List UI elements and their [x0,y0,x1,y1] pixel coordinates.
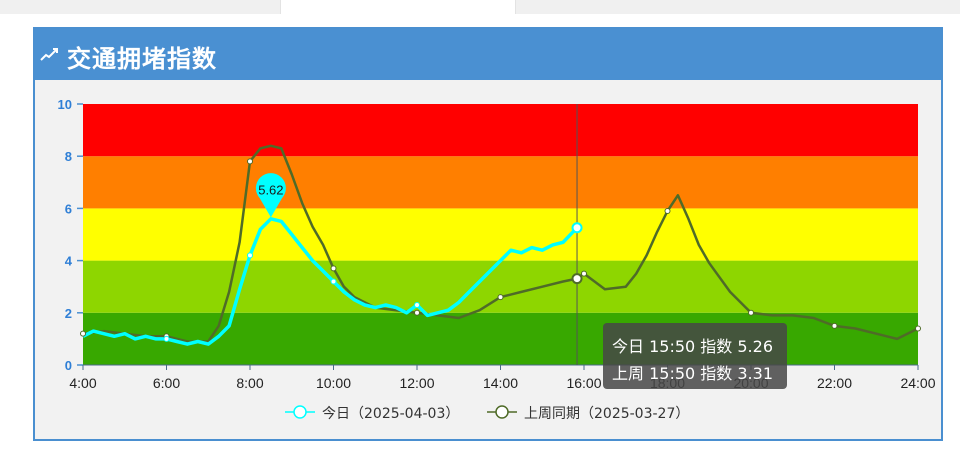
last-week-point [80,330,86,337]
panel-title: 交通拥堵指数 [67,45,217,73]
max-pin-marker [255,173,286,218]
y-tick-label: 2 [65,306,72,321]
last-week-point [414,309,420,316]
x-tick-label: 8:00 [236,375,263,391]
band-3 [83,156,918,209]
today-cursor-point[interactable] [571,222,583,234]
band-1 [83,260,918,313]
x-tick-label: 22:00 [817,375,852,391]
last-week-line [82,144,919,343]
y-tick-label: 0 [65,358,72,373]
x-tick-label: 14:00 [483,375,518,391]
last-week-point [664,208,671,215]
tab-left[interactable] [0,0,281,14]
panel-header: 交通拥堵指数 [35,29,941,80]
legend-today-marker[interactable] [293,405,307,419]
tab-active[interactable] [281,0,515,14]
trend-line-icon [40,48,58,61]
band-2 [83,208,918,261]
today-point [247,252,253,259]
last-week-cursor-point[interactable] [571,273,583,285]
legend-last-week-marker[interactable] [495,405,509,419]
today-point [414,301,420,308]
x-tick-label: 24:00 [900,375,935,391]
max-pin-label: 5.62 [258,182,283,197]
last-week-point [497,294,504,301]
y-tick-label: 8 [65,149,72,164]
x-tick-label: 16:00 [566,375,601,391]
x-tick-label: 12:00 [399,375,434,391]
today-point [330,278,337,285]
y-tick-label: 4 [65,254,73,269]
tab-right[interactable] [515,0,960,14]
x-tick-label: 4:00 [69,375,96,391]
last-week-point [247,158,253,165]
last-week-point [330,265,337,272]
tooltip-line-1: 今日 15:50 指数 5.26 [612,337,773,356]
band-4 [83,104,918,157]
tooltip-box [603,323,787,389]
last-week-point [581,270,587,277]
legend-last-week-label: 上周同期（2025-03-27） [524,406,689,422]
today-point [163,335,170,342]
y-tick-label: 10 [58,97,72,112]
tooltip-line-2: 上周 15:50 指数 3.31 [612,364,773,383]
legend-today-label: 今日（2025-04-03） [322,406,459,422]
last-week-point [915,325,921,332]
last-week-point [748,309,754,316]
x-tick-label: 10:00 [316,375,351,391]
last-week-point [831,322,838,329]
band-0 [83,312,918,365]
x-tick-label: 6:00 [153,375,180,391]
top-tab-bar [0,0,960,14]
y-tick-label: 6 [65,201,72,216]
